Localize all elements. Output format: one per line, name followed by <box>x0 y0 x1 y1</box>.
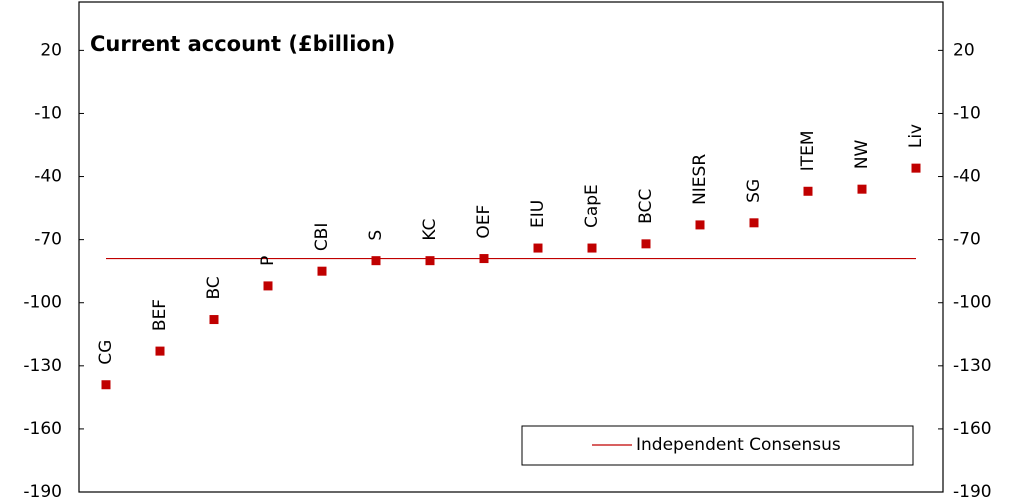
y-tick-label: 20 <box>40 40 62 60</box>
point <box>803 186 813 196</box>
point-label: P <box>258 256 278 266</box>
point <box>641 239 651 249</box>
point-label: NW <box>852 139 872 169</box>
point <box>695 220 705 230</box>
point-label: EIU <box>528 200 548 228</box>
point <box>101 380 111 390</box>
y2-tick-label: 20 <box>953 40 975 60</box>
point <box>587 243 597 253</box>
y-tick-label: -10 <box>34 103 62 123</box>
y2-tick-label: -10 <box>953 103 981 123</box>
chart-title: Current account (£billion) <box>90 32 395 56</box>
point <box>479 254 489 264</box>
y-tick-label: -190 <box>23 482 62 502</box>
y2-tick-label: -130 <box>953 356 992 376</box>
point-label: KC <box>420 219 440 241</box>
legend-box <box>521 425 914 466</box>
point-label: CG <box>96 340 116 365</box>
y2-tick-label: -160 <box>953 419 992 439</box>
point-label: OEF <box>474 205 494 239</box>
y-tick-label: -40 <box>34 167 62 187</box>
point <box>317 266 327 276</box>
point-label: S <box>366 230 386 241</box>
legend-label: Independent Consensus <box>636 435 841 455</box>
point <box>155 346 165 356</box>
y2-tick-label: -190 <box>953 482 992 502</box>
point-label: CapE <box>582 184 602 228</box>
y-tick-label: -160 <box>23 419 62 439</box>
point <box>263 281 273 291</box>
point-label: NIESR <box>690 154 710 205</box>
y2-tick-label: -100 <box>953 293 992 313</box>
y-tick-label: -70 <box>34 230 62 250</box>
point-label: ITEM <box>798 130 818 171</box>
y-tick-label: -100 <box>23 293 62 313</box>
point <box>911 163 921 173</box>
point <box>209 315 219 325</box>
point <box>857 184 867 194</box>
y-tick-label: -130 <box>23 356 62 376</box>
y2-tick-label: -40 <box>953 167 981 187</box>
point-label: BEF <box>150 299 170 331</box>
point-label: BCC <box>636 189 656 224</box>
y2-tick-label: -70 <box>953 230 981 250</box>
point <box>749 218 759 228</box>
point-label: CBI <box>312 223 332 252</box>
point <box>533 243 543 253</box>
point <box>371 256 381 266</box>
point-label: SG <box>744 179 764 203</box>
plot-frame <box>78 1 944 493</box>
point <box>425 256 435 266</box>
point-label: BC <box>204 276 224 299</box>
point-label: Liv <box>906 124 926 148</box>
